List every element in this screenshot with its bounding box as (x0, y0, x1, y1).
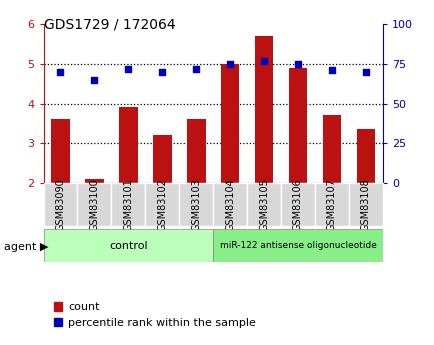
Text: agent ▶: agent ▶ (4, 242, 49, 252)
Text: GSM83104: GSM83104 (225, 178, 234, 231)
FancyBboxPatch shape (213, 183, 247, 226)
Point (57, 69, 64, 75)
Bar (356, 129, 374, 183)
Bar (288, 68, 306, 183)
Text: miR-122 antisense oligonucleotide: miR-122 antisense oligonucleotide (219, 241, 375, 250)
Point (91, 77, 98, 82)
Text: GSM83101: GSM83101 (123, 178, 133, 231)
Text: GSM83090: GSM83090 (56, 178, 65, 231)
Bar (254, 36, 273, 183)
Point (362, 69, 368, 75)
Bar (322, 116, 340, 183)
FancyBboxPatch shape (314, 183, 348, 226)
Point (294, 61, 301, 67)
Bar (153, 135, 171, 183)
FancyBboxPatch shape (247, 183, 280, 226)
FancyBboxPatch shape (111, 183, 145, 226)
FancyBboxPatch shape (43, 183, 77, 226)
Point (328, 67, 335, 73)
Text: GSM83103: GSM83103 (191, 178, 201, 231)
Text: GDS1729 / 172064: GDS1729 / 172064 (43, 17, 175, 31)
Point (125, 66, 132, 71)
Bar (220, 64, 239, 183)
Bar (187, 119, 205, 183)
Point (260, 58, 267, 63)
Text: GSM83102: GSM83102 (157, 178, 167, 231)
Text: GSM83108: GSM83108 (360, 178, 370, 231)
Legend: count, percentile rank within the sample: count, percentile rank within the sample (49, 298, 260, 333)
FancyBboxPatch shape (77, 183, 111, 226)
Text: GSM83100: GSM83100 (89, 178, 99, 231)
Point (226, 61, 233, 67)
Text: control: control (109, 241, 147, 251)
Bar (51, 119, 69, 183)
Text: GSM83107: GSM83107 (326, 178, 336, 231)
Bar (119, 108, 137, 183)
FancyBboxPatch shape (348, 183, 382, 226)
Point (192, 66, 199, 71)
Text: GSM83106: GSM83106 (293, 178, 302, 231)
Text: GSM83105: GSM83105 (259, 178, 268, 231)
Bar (85, 179, 103, 183)
FancyBboxPatch shape (145, 183, 179, 226)
FancyBboxPatch shape (179, 183, 213, 226)
FancyBboxPatch shape (213, 229, 382, 262)
FancyBboxPatch shape (43, 229, 213, 262)
Point (158, 69, 165, 75)
FancyBboxPatch shape (280, 183, 314, 226)
